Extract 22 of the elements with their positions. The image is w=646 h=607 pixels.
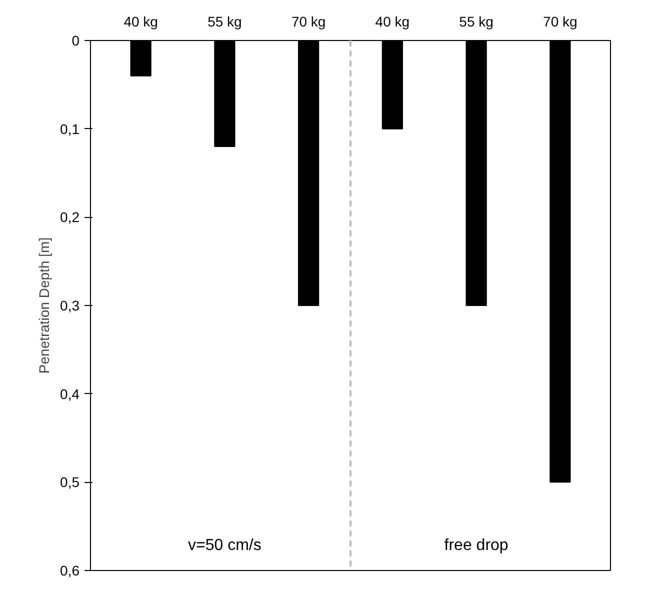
annotation: v=50 cm/s bbox=[188, 537, 262, 554]
x-tick-label: 55 kg bbox=[208, 14, 242, 30]
bar bbox=[382, 40, 403, 130]
bar bbox=[466, 40, 487, 306]
y-tick-label: 0,3 bbox=[60, 298, 80, 314]
bar bbox=[298, 40, 320, 306]
annotation: free drop bbox=[444, 537, 508, 554]
y-axis-title: Penetration Depth [m] bbox=[36, 237, 52, 374]
y-tick-label: 0,4 bbox=[60, 386, 80, 402]
y-tick-label: 0,1 bbox=[60, 120, 80, 137]
x-tick-label: 70 kg bbox=[291, 14, 326, 30]
y-tick-label: 0,6 bbox=[60, 562, 80, 578]
x-tick-label: 70 kg bbox=[543, 14, 578, 30]
x-tick-label: 55 kg bbox=[459, 14, 494, 30]
y-tick-label: 0 bbox=[72, 32, 80, 48]
bar bbox=[214, 40, 236, 147]
y-tick-label: 0,2 bbox=[60, 209, 80, 226]
x-tick-label: 40 kg bbox=[124, 14, 158, 30]
bar bbox=[130, 40, 152, 76]
x-tick-label: 40 kg bbox=[375, 14, 410, 30]
bar bbox=[550, 40, 571, 483]
y-tick-label: 0,5 bbox=[60, 474, 80, 490]
